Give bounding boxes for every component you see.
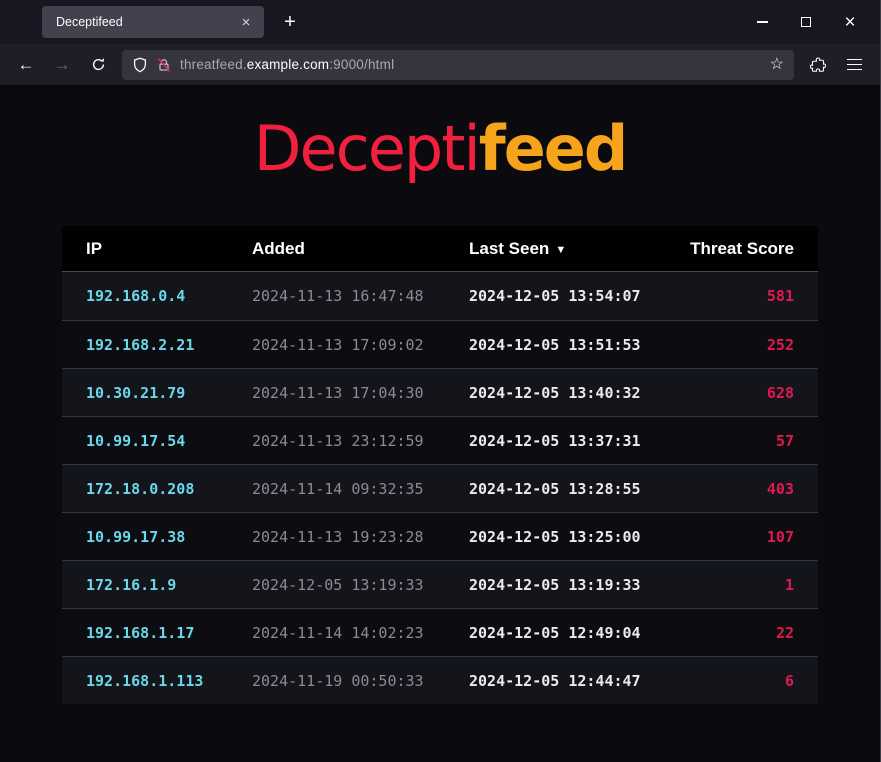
last-seen-cell: 2024-12-05 12:44:47	[469, 671, 641, 690]
last-seen-cell: 2024-12-05 13:37:31	[469, 431, 641, 450]
last-seen-label: Last Seen	[469, 238, 550, 258]
url-port-path: :9000/html	[329, 57, 395, 72]
extensions-button[interactable]	[802, 49, 834, 81]
added-cell: 2024-11-13 17:09:02	[252, 335, 424, 354]
threat-score-cell: 628	[766, 383, 794, 402]
added-cell: 2024-11-13 17:04:30	[252, 383, 424, 402]
ip-cell: 192.168.1.113	[86, 671, 204, 690]
added-cell: 2024-11-19 00:50:33	[252, 671, 424, 690]
back-arrow-icon: ←	[17, 54, 35, 74]
table-row: 10.30.21.79 2024-11-13 17:04:30 2024-12-…	[62, 368, 818, 416]
close-icon: ×	[241, 13, 251, 31]
forward-button[interactable]: →	[46, 49, 78, 81]
close-icon: ×	[844, 11, 856, 33]
table-row: 192.168.1.17 2024-11-14 14:02:23 2024-12…	[62, 608, 818, 656]
ip-cell: 10.99.17.54	[86, 431, 186, 450]
last-seen-cell: 2024-12-05 13:40:32	[469, 383, 641, 402]
hamburger-icon	[846, 58, 862, 71]
threat-score-cell: 6	[784, 671, 794, 690]
logo-part-decepti: Decepti	[253, 112, 481, 185]
bookmark-star-icon[interactable]: ☆	[769, 55, 784, 73]
tab-title: Deceptifeed	[56, 15, 123, 29]
forward-arrow-icon: →	[53, 54, 71, 74]
threat-score-cell: 252	[766, 335, 794, 354]
tab-close-button[interactable]: ×	[236, 12, 256, 32]
table-row: 10.99.17.54 2024-11-13 23:12:59 2024-12-…	[62, 416, 818, 464]
table-row: 192.168.0.4 2024-11-13 16:47:48 2024-12-…	[62, 272, 818, 320]
last-seen-cell: 2024-12-05 13:54:07	[469, 287, 641, 305]
table-row: 192.168.2.21 2024-11-13 17:09:02 2024-12…	[62, 320, 818, 368]
table-row: 192.168.1.113 2024-11-19 00:50:33 2024-1…	[62, 656, 818, 704]
ip-cell: 172.16.1.9	[86, 575, 177, 594]
navbar: ← → threatfeed.example.com:9000/html ☆	[0, 44, 880, 86]
table-header-row: IP Added Last Seen ▼ Threat Score	[62, 226, 818, 272]
sort-descending-icon: ▼	[555, 243, 567, 256]
site-logo: Deceptifeed	[0, 112, 880, 186]
ip-cell: 172.18.0.208	[86, 479, 195, 498]
ip-cell: 10.99.17.38	[86, 527, 186, 546]
url-bar[interactable]: threatfeed.example.com:9000/html ☆	[122, 49, 794, 80]
url-subdomain: threatfeed.	[180, 57, 247, 72]
close-window-button[interactable]: ×	[828, 6, 872, 38]
threat-score-cell: 581	[766, 287, 794, 305]
added-cell: 2024-11-13 19:23:28	[252, 527, 424, 546]
ip-cell: 192.168.2.21	[86, 335, 195, 354]
column-header-added[interactable]: Added	[252, 238, 305, 258]
last-seen-cell: 2024-12-05 13:51:53	[469, 335, 641, 354]
window-controls: ×	[740, 6, 880, 38]
column-header-threat-score[interactable]: Threat Score	[690, 238, 794, 258]
threat-score-cell: 107	[766, 527, 794, 546]
threat-feed-table: IP Added Last Seen ▼ Threat Score 192.168…	[62, 226, 818, 704]
shield-icon[interactable]	[132, 57, 148, 73]
last-seen-cell: 2024-12-05 13:19:33	[469, 575, 641, 594]
table-row: 10.99.17.38 2024-11-13 19:23:28 2024-12-…	[62, 512, 818, 560]
table-rows: 192.168.0.4 2024-11-13 16:47:48 2024-12-…	[62, 272, 818, 704]
minimize-icon	[756, 21, 768, 23]
reload-button[interactable]	[82, 49, 114, 81]
added-cell: 2024-11-14 14:02:23	[252, 623, 424, 642]
menu-button[interactable]	[838, 49, 870, 81]
ip-cell: 10.30.21.79	[86, 383, 186, 402]
new-tab-button[interactable]: +	[276, 8, 304, 36]
last-seen-cell: 2024-12-05 12:49:04	[469, 623, 641, 642]
added-cell: 2024-11-13 16:47:48	[252, 287, 424, 305]
threat-score-cell: 22	[775, 623, 794, 642]
page-content: Deceptifeed IP Added Last Seen ▼ Threat S…	[0, 86, 880, 762]
ip-cell: 192.168.0.4	[86, 287, 186, 305]
maximize-icon	[801, 17, 811, 27]
column-header-last-seen[interactable]: Last Seen ▼	[469, 239, 674, 259]
plus-icon: +	[284, 10, 296, 33]
threat-score-cell: 1	[784, 575, 794, 594]
back-button[interactable]: ←	[10, 49, 42, 81]
added-cell: 2024-11-13 23:12:59	[252, 431, 424, 450]
last-seen-cell: 2024-12-05 13:28:55	[469, 479, 641, 498]
last-seen-cell: 2024-12-05 13:25:00	[469, 527, 641, 546]
titlebar: Deceptifeed × + ×	[0, 0, 880, 44]
ip-cell: 192.168.1.17	[86, 623, 195, 642]
browser-tab[interactable]: Deceptifeed ×	[42, 6, 264, 38]
table-row: 172.16.1.9 2024-12-05 13:19:33 2024-12-0…	[62, 560, 818, 608]
insecure-lock-icon[interactable]	[156, 57, 172, 73]
maximize-button[interactable]	[784, 6, 828, 38]
table-row: 172.18.0.208 2024-11-14 09:32:35 2024-12…	[62, 464, 818, 512]
added-cell: 2024-11-14 09:32:35	[252, 479, 424, 498]
url-text: threatfeed.example.com:9000/html	[180, 57, 394, 72]
threat-score-cell: 57	[775, 431, 794, 450]
column-header-ip[interactable]: IP	[86, 238, 103, 258]
added-cell: 2024-12-05 13:19:33	[252, 575, 424, 594]
url-domain: example.com	[246, 57, 330, 72]
puzzle-icon	[810, 56, 826, 73]
reload-icon	[91, 57, 106, 72]
logo-part-feed: feed	[478, 112, 628, 185]
threat-score-cell: 403	[766, 479, 794, 498]
minimize-button[interactable]	[740, 6, 784, 38]
